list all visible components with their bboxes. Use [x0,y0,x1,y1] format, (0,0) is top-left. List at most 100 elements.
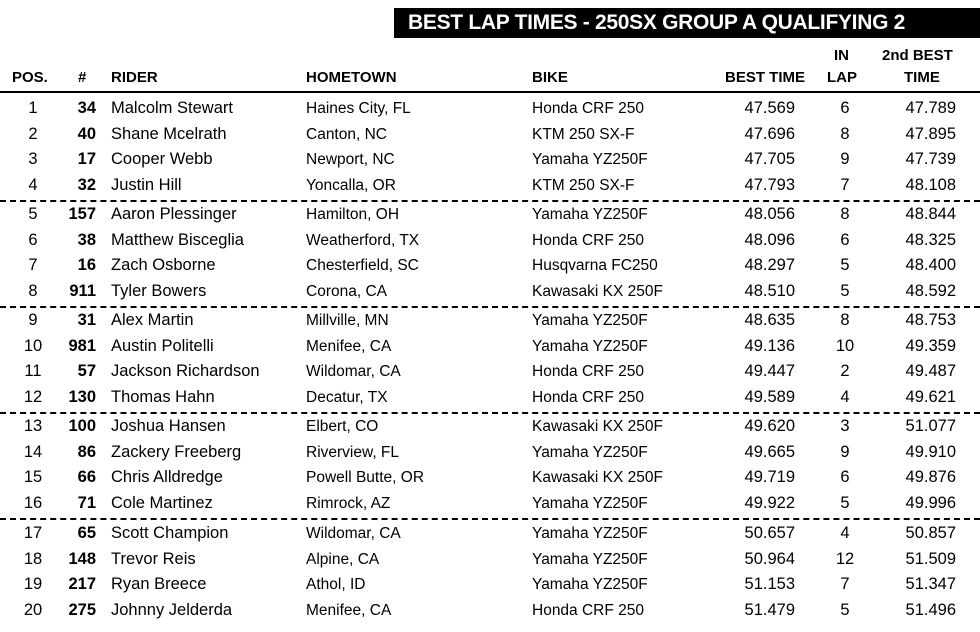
row-rider: Trevor Reis [111,549,196,568]
row-bike: KTM 250 SX-F [532,125,635,143]
row-hometown: Weatherford, TX [306,231,420,249]
row-rider: Aaron Plessinger [111,205,237,223]
row-best-time: 48.635 [744,311,795,329]
row-position: 6 [28,230,38,249]
row-number: 86 [77,442,96,461]
row-rider: Zackery Freeberg [111,442,242,461]
row-bike: Honda CRF 250 [532,363,645,380]
row-second-best: 48.753 [905,311,956,329]
header-hometown: HOMETOWN [306,69,397,86]
group-divider [0,200,980,202]
row-second-best: 48.108 [905,175,956,194]
row-second-best: 51.496 [905,600,956,619]
table-row: 12 130 Thomas Hahn Decatur, TX Honda CRF 250… [0,385,980,411]
row-best-time: 49.589 [744,387,795,406]
row-position: 18 [23,549,43,568]
row-bike: Yamaha YZ250F [532,206,648,223]
table-row: 3 17 Cooper Webb Newport, NC Yamaha YZ250F 47… [0,147,980,173]
row-hometown: Haines City, FL [306,100,411,117]
row-hometown: Athol, ID [306,576,366,593]
row-rider: Ryan Breece [111,575,207,593]
row-hometown: Millville, MN [306,312,389,329]
row-number: 71 [77,493,96,512]
row-rider: Shane Mcelrath [111,124,227,143]
row-number: 32 [77,175,96,194]
row-second-best: 51.509 [905,549,956,568]
group-divider [0,412,980,414]
row-in-lap: 8 [840,205,850,223]
table-row: 16 71 Cole Martinez Rimrock, AZ Yamaha YZ250… [0,491,980,517]
row-number: 31 [77,311,96,329]
row-best-time: 47.569 [744,99,795,117]
row-rider: Tyler Bowers [111,281,207,300]
row-number: 148 [68,549,96,568]
row-in-lap: 7 [840,575,850,593]
row-hometown: Corona, CA [306,282,387,300]
table-row: 11 57 Jackson Richardson Wildomar, CA Honda … [0,359,980,385]
header-bike: BIKE [532,69,568,86]
row-hometown: Hamilton, OH [306,206,400,223]
row-in-lap: 3 [840,417,850,435]
row-in-lap: 6 [840,230,850,249]
row-second-best: 47.895 [905,124,956,143]
row-number: 34 [77,99,96,117]
row-second-best: 49.487 [905,362,956,380]
row-hometown: Alpine, CA [306,550,380,568]
row-bike: Kawasaki KX 250F [532,469,663,486]
table-row: 2 40 Shane Mcelrath Canton, NC KTM 250 SX-F 4… [0,122,980,148]
row-in-lap: 12 [835,549,855,568]
row-second-best: 48.400 [905,256,956,274]
row-second-best: 48.592 [905,281,956,300]
row-rider: Cole Martinez [111,493,213,512]
header-rider: RIDER [111,69,158,86]
row-second-best: 47.789 [905,99,956,117]
row-position: 5 [28,205,38,223]
row-rider: Malcolm Stewart [111,99,233,117]
row-hometown: Riverview, FL [306,443,400,461]
row-number: 100 [68,417,96,435]
row-bike: Honda CRF 250 [532,388,645,406]
row-hometown: Wildomar, CA [306,525,401,542]
table-row: 17 65 Scott Champion Wildomar, CA Yamaha YZ2… [0,521,980,547]
row-second-best: 48.844 [905,205,956,223]
row-second-best: 51.347 [905,575,956,593]
row-rider: Thomas Hahn [111,387,215,406]
page-title: BEST LAP TIMES - 250SX GROUP A QUALIFYIN… [408,11,906,34]
row-rider: Matthew Bisceglia [111,230,244,249]
row-bike: Honda CRF 250 [532,601,645,619]
row-rider: Zach Osborne [111,256,216,274]
table-row: 15 66 Chris Alldredge Powell Butte, OR Kawas… [0,465,980,491]
row-in-lap: 7 [840,175,850,194]
row-in-lap: 9 [840,442,850,461]
row-bike: Yamaha YZ250F [532,443,648,461]
row-in-lap: 10 [835,336,855,355]
row-position: 12 [23,387,43,406]
row-second-best: 47.739 [905,150,956,168]
row-in-lap: 8 [840,311,850,329]
row-bike: Yamaha YZ250F [532,576,648,593]
row-rider: Scott Champion [111,524,229,542]
row-number: 40 [77,124,96,143]
row-bike: Yamaha YZ250F [532,312,648,329]
row-bike: Honda CRF 250 [532,100,645,117]
header-divider [0,91,980,93]
row-second-best: 49.996 [905,493,956,512]
row-second-best: 49.621 [905,387,956,406]
row-position: 17 [23,524,43,542]
row-number: 130 [68,387,96,406]
row-best-time: 49.922 [744,493,795,512]
row-position: 10 [23,336,43,355]
header-second-best-line2: TIME [904,69,940,86]
table-row: 1 34 Malcolm Stewart Haines City, FL Honda C… [0,96,980,122]
row-best-time: 49.620 [744,417,795,435]
row-number: 38 [77,230,96,249]
table-row: 10 981 Austin Politelli Menifee, CA Yamaha Y… [0,334,980,360]
row-bike: KTM 250 SX-F [532,176,635,194]
row-second-best: 49.876 [905,468,956,486]
row-hometown: Menifee, CA [306,601,392,619]
group-divider [0,306,980,308]
table-row: 13 100 Joshua Hansen Elbert, CO Kawasaki KX … [0,414,980,440]
table-row: 5 157 Aaron Plessinger Hamilton, OH Yamaha Y… [0,202,980,228]
row-in-lap: 2 [840,362,850,380]
table-row: 6 38 Matthew Bisceglia Weatherford, TX Honda… [0,228,980,254]
